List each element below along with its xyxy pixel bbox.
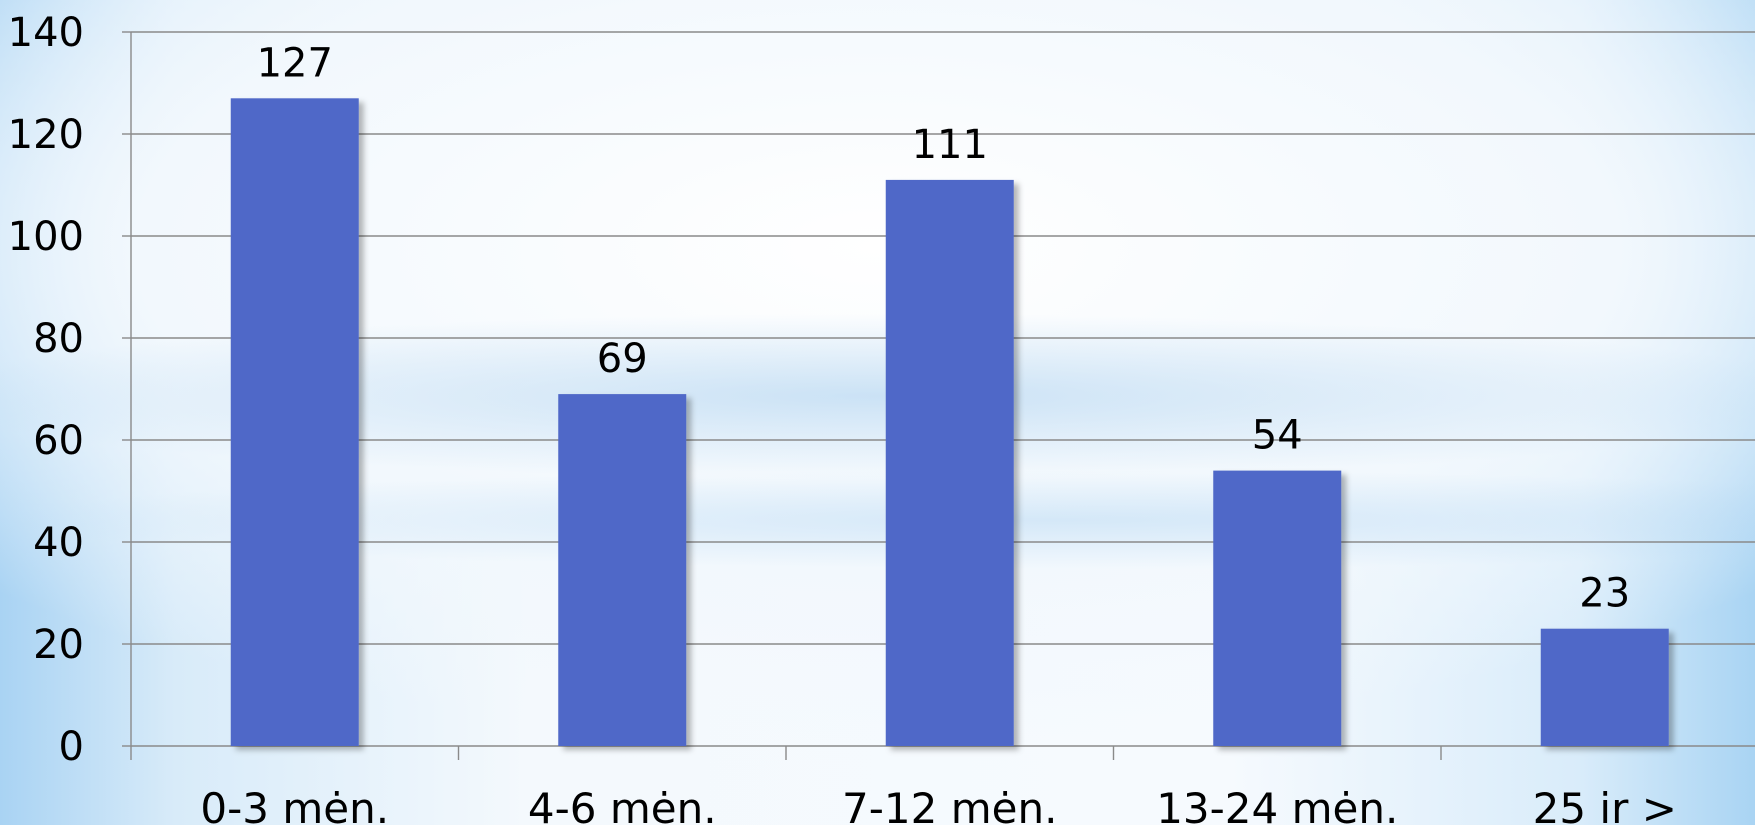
y-tick-label: 60 [33, 418, 84, 464]
x-category-label: 0-3 mėn. [200, 784, 389, 825]
bar [558, 394, 687, 746]
x-category-label: 13-24 mėn. [1156, 784, 1398, 825]
data-label: 54 [1252, 413, 1303, 459]
bars [230, 98, 1669, 747]
data-label: 69 [597, 336, 648, 382]
data-label: 23 [1579, 571, 1630, 617]
bar [230, 98, 359, 747]
y-tick-label: 100 [8, 214, 84, 260]
data-label: 127 [257, 40, 333, 86]
y-tick-label: 0 [59, 724, 84, 770]
x-category-label: 7-12 mėn. [842, 784, 1057, 825]
x-category-label: 4-6 mėn. [528, 784, 717, 825]
y-tick-label: 20 [33, 622, 84, 668]
bar [1540, 628, 1669, 746]
y-tick-label: 120 [8, 112, 84, 158]
data-label: 111 [912, 122, 988, 168]
y-tick-label: 80 [33, 316, 84, 362]
bar [1213, 470, 1342, 746]
labels: 0 20 40 60 80 100 120 140 127 0-3 mėn. 69 4-6 mėn. 1… [8, 10, 1677, 825]
y-tick-label: 40 [33, 520, 84, 566]
y-tick-label: 140 [8, 10, 84, 56]
x-category-label: 25 ir > [1533, 784, 1677, 825]
bar [885, 179, 1014, 746]
